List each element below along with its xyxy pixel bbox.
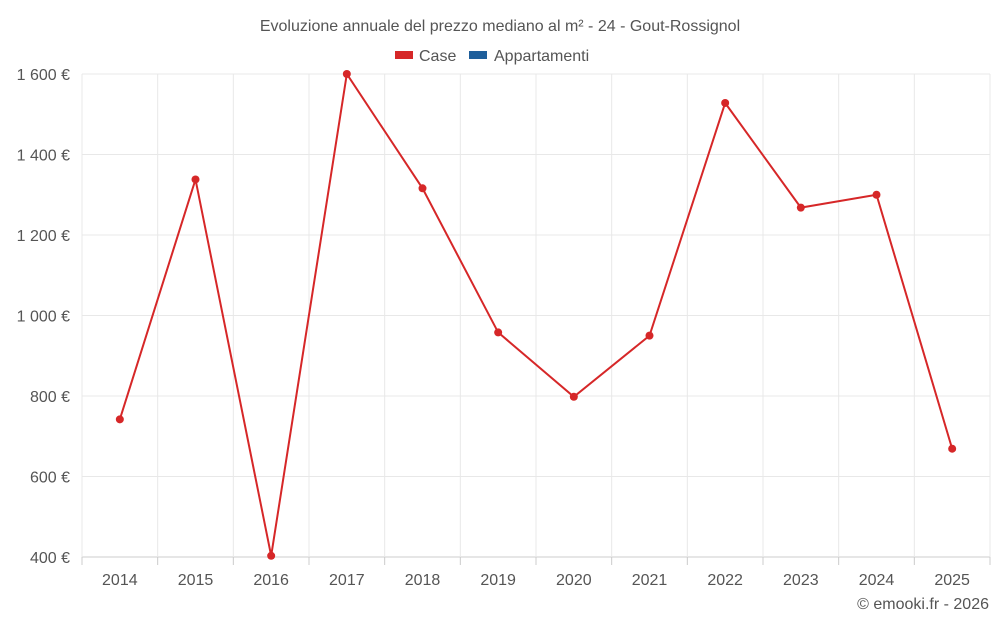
x-tick-label: 2018 (405, 572, 441, 589)
data-point[interactable] (569, 392, 578, 401)
data-point[interactable] (872, 190, 881, 199)
legend: Case Appartamenti (395, 48, 589, 65)
x-tick-label: 2020 (556, 572, 592, 589)
data-point[interactable] (342, 70, 351, 78)
x-tick-label: 2023 (783, 572, 819, 589)
credit: © emooki.fr - 2026 (857, 596, 989, 613)
x-tick-label: 2025 (934, 572, 970, 589)
legend-label-case: Case (419, 48, 456, 65)
y-tick-label: 1 000 € (17, 309, 70, 326)
x-tick-label: 2019 (480, 572, 516, 589)
grid (81, 73, 991, 565)
series-case (115, 70, 957, 560)
data-point[interactable] (721, 98, 730, 107)
data-point[interactable] (948, 444, 957, 453)
legend-item-appartamenti[interactable]: Appartamenti (469, 48, 589, 65)
y-tick-label: 1 200 € (17, 228, 70, 245)
x-tick-label: 2022 (707, 572, 743, 589)
y-axis: 400 € 600 € 800 € 1 000 € 1 200 € 1 400 € 1 60… (17, 67, 70, 567)
data-point[interactable] (115, 415, 124, 424)
x-tick-label: 2017 (329, 572, 365, 589)
legend-label-appartamenti: Appartamenti (494, 48, 589, 65)
x-tick-label: 2014 (102, 572, 138, 589)
legend-swatch-appartamenti (469, 51, 487, 59)
chart-title: Evoluzione annuale del prezzo mediano al… (260, 18, 740, 35)
data-point[interactable] (494, 328, 503, 337)
series-line (118, 71, 954, 556)
data-point[interactable] (645, 331, 654, 340)
legend-swatch-case (395, 51, 413, 59)
data-point[interactable] (418, 184, 427, 193)
x-tick-label: 2015 (178, 572, 214, 589)
legend-item-case[interactable]: Case (395, 48, 456, 65)
y-tick-label: 400 € (30, 550, 70, 567)
x-axis: 2014 2015 2016 2017 2018 2019 2020 2021 2022 2023… (102, 572, 970, 589)
data-point[interactable] (191, 175, 200, 184)
data-point[interactable] (267, 551, 276, 560)
y-tick-label: 1 400 € (17, 148, 70, 165)
x-tick-label: 2016 (253, 572, 289, 589)
y-tick-label: 800 € (30, 389, 70, 406)
x-tick-label: 2024 (859, 572, 895, 589)
data-point[interactable] (796, 203, 805, 212)
x-tick-label: 2021 (632, 572, 668, 589)
y-tick-label: 1 600 € (17, 67, 70, 84)
y-tick-label: 600 € (30, 470, 70, 487)
